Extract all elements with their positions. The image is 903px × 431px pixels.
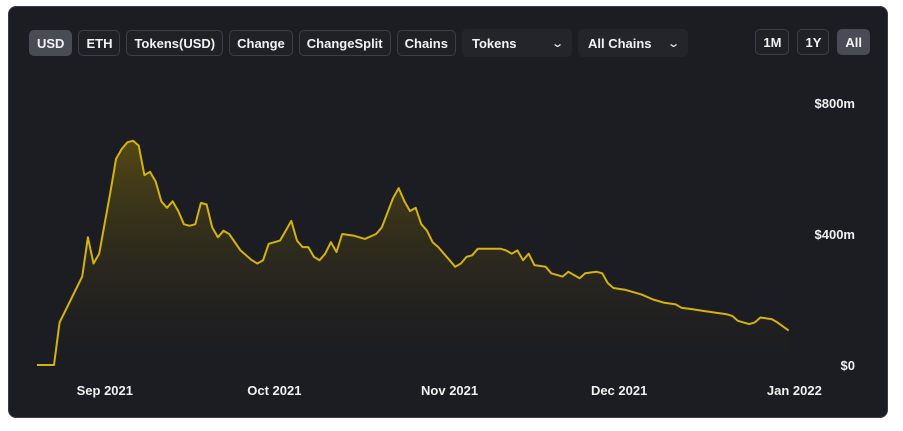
range-all-button[interactable]: All	[837, 29, 870, 55]
y-axis: $0 $400m $800m	[815, 96, 855, 373]
tokens-dropdown-label: Tokens	[471, 35, 517, 51]
change-button[interactable]: Change	[229, 30, 293, 56]
range-selector: 1M 1Y All	[755, 29, 870, 55]
chart-toolbar: USD ETH Tokens(USD) Change ChangeSplit C…	[29, 29, 688, 57]
series-line	[37, 139, 790, 366]
tokens-dropdown[interactable]: Tokens ⌄	[461, 29, 572, 57]
x-tick-label: Oct 2021	[247, 383, 301, 398]
chevron-down-icon: ⌄	[666, 37, 680, 50]
x-tick-label: Dec 2021	[591, 383, 647, 398]
area-fill	[37, 140, 789, 365]
range-1y-button[interactable]: 1Y	[797, 29, 830, 55]
chains-dropdown[interactable]: All Chains ⌄	[577, 29, 688, 57]
usd-button[interactable]: USD	[29, 30, 73, 56]
chains-button[interactable]: Chains	[396, 30, 456, 56]
y-tick-label: $800m	[815, 96, 855, 111]
eth-button[interactable]: ETH	[78, 30, 121, 56]
x-axis: Sep 2021 Oct 2021 Nov 2021 Dec 2021 Jan 2022	[77, 383, 822, 398]
y-tick-label: $400m	[815, 227, 855, 242]
tokens-usd-button[interactable]: Tokens(USD)	[126, 30, 224, 56]
x-tick-label: Jan 2022	[767, 383, 822, 398]
change-split-button[interactable]: ChangeSplit	[298, 30, 391, 56]
chevron-down-icon: ⌄	[550, 37, 564, 50]
range-1m-button[interactable]: 1M	[755, 29, 790, 55]
x-tick-label: Sep 2021	[77, 383, 133, 398]
chains-dropdown-label: All Chains	[587, 35, 652, 51]
x-tick-label: Nov 2021	[421, 383, 478, 398]
y-tick-label: $0	[841, 358, 855, 373]
